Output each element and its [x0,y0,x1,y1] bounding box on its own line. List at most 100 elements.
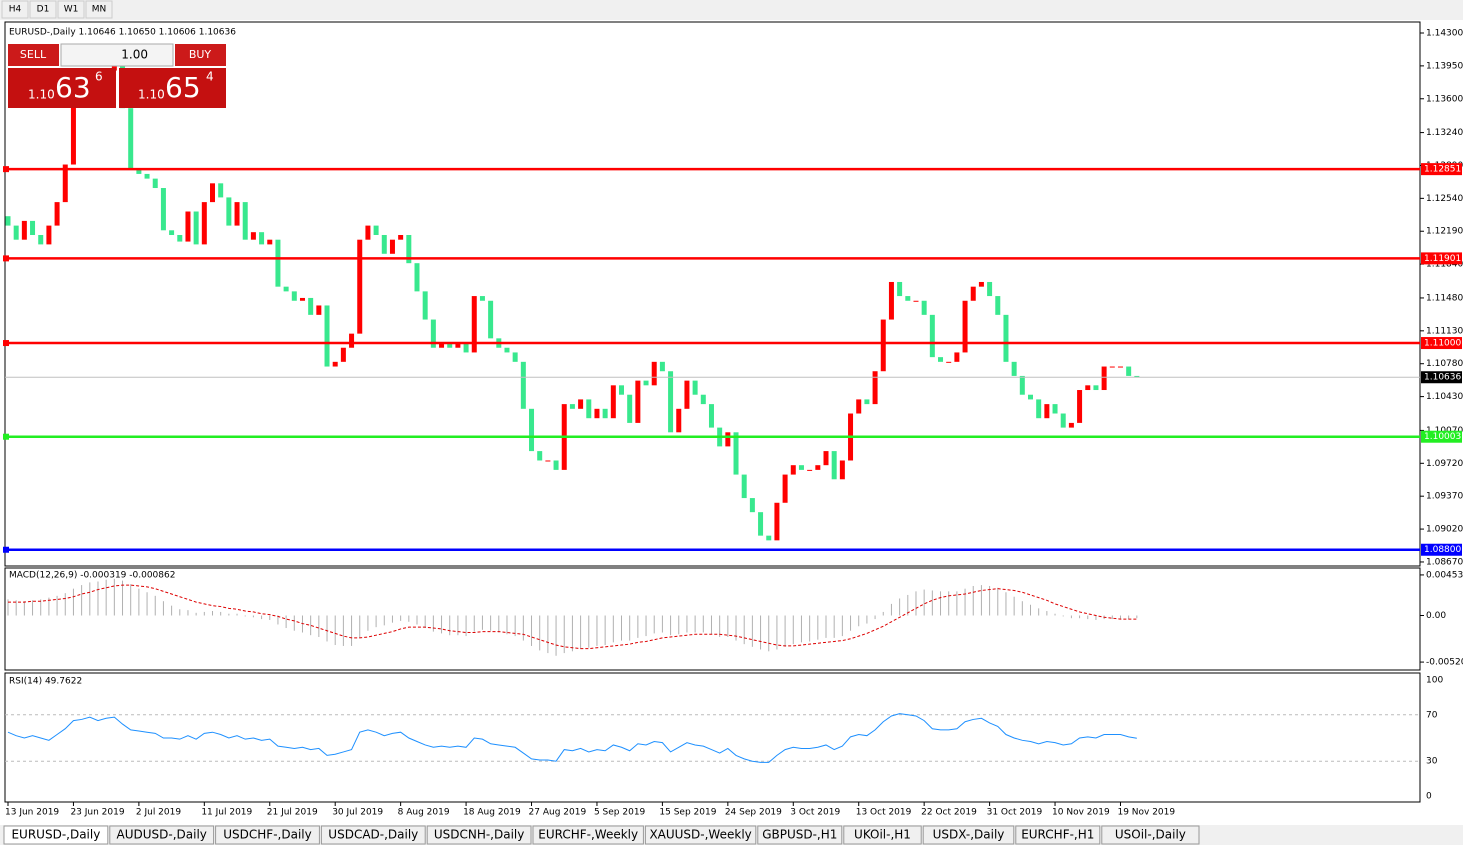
tab[interactable] [532,825,644,845]
timeframe-button[interactable] [85,0,113,19]
candle [569,404,575,409]
candle [864,399,870,405]
x-tick-label: 22 Oct 2019 [921,808,977,818]
timeframe-button[interactable] [57,0,85,19]
tab[interactable] [1101,825,1200,845]
candle [700,394,706,405]
y-tick-label: 1.12540 [1426,194,1463,204]
buy-price-pip: 4 [206,70,214,84]
candle [635,380,641,423]
candle [210,183,215,203]
candle [1003,314,1009,362]
tab-label: USOil-,Daily [1115,828,1186,842]
tab-label: USDCHF-,Daily [223,828,311,842]
candle [373,225,379,235]
tab-label: EURCHF-,Weekly [538,828,638,842]
candle [218,183,224,198]
candle [316,305,322,315]
candle [226,197,232,226]
tab[interactable] [109,825,215,845]
candle [357,239,363,334]
candle [766,535,772,541]
level-anchor [3,340,9,347]
candle [987,281,993,297]
candle [275,239,281,287]
candle [128,108,134,170]
candle [692,380,698,395]
candle [651,361,657,386]
candle [422,291,428,320]
candle [741,474,747,499]
level-label-box [1421,430,1462,443]
sell-label: SELL [20,48,47,61]
candle [1060,413,1066,428]
tab-label: XAUUSD-,Weekly [649,828,751,842]
rsi-tick-label: 30 [1426,757,1438,767]
chart-title: EURUSD-,Daily 1.10646 1.10650 1.10606 1.… [9,28,236,38]
buy-button[interactable] [175,44,226,66]
candle [1028,394,1033,400]
candle [62,164,68,203]
x-tick-label: 10 Nov 2019 [1052,808,1110,818]
timeframe-label: W1 [64,5,79,15]
candle [1077,390,1083,423]
tab-label: AUDUSD-,Daily [117,828,207,842]
candle [1068,422,1074,428]
candle [798,465,804,470]
tab[interactable] [215,825,320,845]
level-label-box [1421,543,1462,556]
candle [913,300,919,302]
sell-price-box[interactable] [8,68,116,108]
timeframe-button[interactable] [29,0,57,19]
candle [782,474,788,503]
tab[interactable] [426,825,532,845]
tab[interactable] [644,825,757,845]
sell-button[interactable] [8,44,59,66]
y-tick-label: 1.09370 [1426,492,1463,502]
candle [619,385,624,395]
candle [267,239,273,245]
candle [929,314,935,358]
tab[interactable] [3,825,109,845]
candle [54,202,60,226]
tab[interactable] [320,825,426,845]
tab[interactable] [843,825,922,845]
sell-price-main: 63 [55,71,91,104]
buy-price-box[interactable] [119,68,226,108]
candle [684,380,690,409]
candle [340,347,346,362]
macd-tick-label: 0.00 [1426,611,1446,621]
level-anchor [3,546,9,553]
candle [676,408,682,433]
lot-box[interactable] [60,43,174,67]
candle [455,343,461,348]
candle [38,234,44,245]
macd-tick-label: -0.005205 [1426,658,1463,668]
candle [553,460,559,470]
candle [970,286,976,301]
candle [46,225,52,245]
rsi-tick-label: 0 [1426,792,1432,802]
sell-price-pip: 6 [95,70,103,84]
current-price-label: 1.10636 [1424,373,1461,383]
tab[interactable] [922,825,1015,845]
candle [1117,366,1123,368]
candle [594,408,600,419]
candle [815,465,821,470]
y-tick-label: 1.11130 [1426,326,1463,336]
tab[interactable] [757,825,843,845]
candle [13,225,19,240]
candle [905,296,911,301]
candle [201,202,207,245]
rsi-line [7,713,1137,763]
candle [234,202,240,226]
x-tick-label: 27 Aug 2019 [529,808,587,818]
candle [365,225,371,240]
candle [152,178,158,189]
tab-label: USDCNH-,Daily [434,828,525,842]
timeframe-button[interactable] [1,0,29,19]
rsi-title: RSI(14) 49.7622 [9,677,82,687]
tab[interactable] [1015,825,1101,845]
candle [1019,375,1025,395]
level-label: 1.12851 [1424,165,1461,175]
